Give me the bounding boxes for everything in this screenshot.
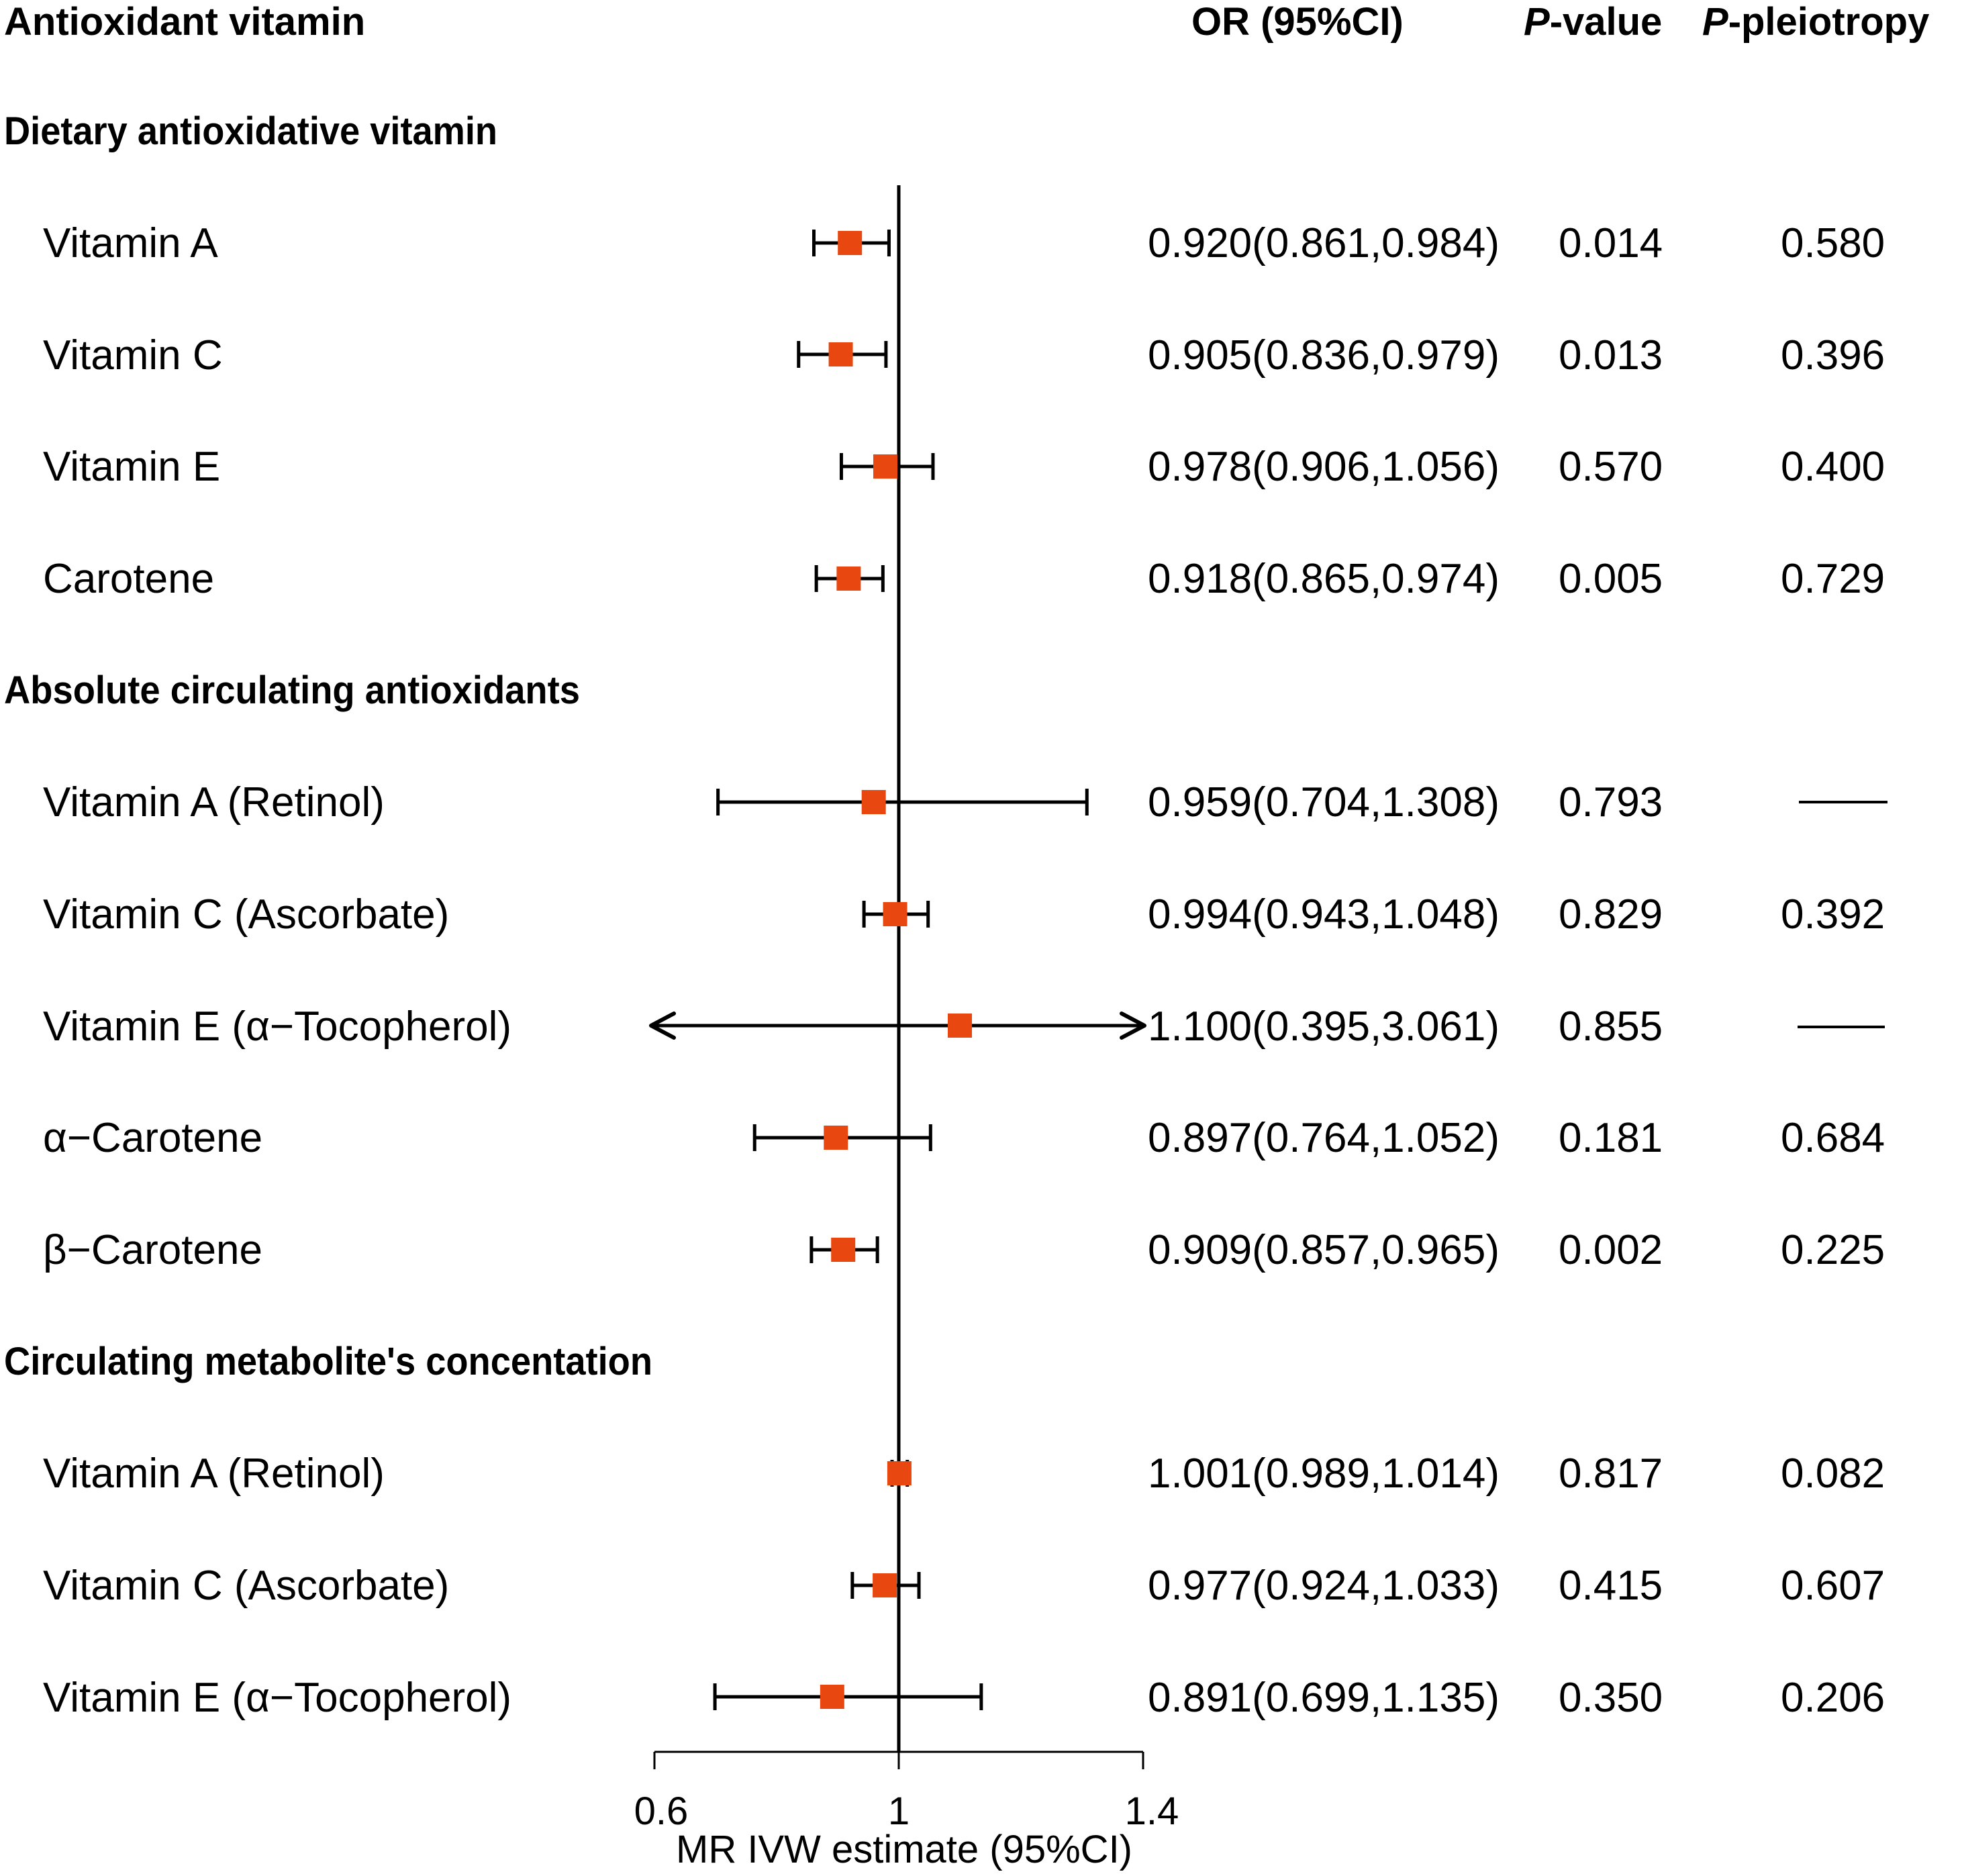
row-p-value: 0.014 — [1559, 220, 1663, 266]
row-or-text: 0.978(0.906,1.056) — [1148, 444, 1500, 490]
or-point-marker — [831, 1238, 856, 1262]
row-p-pleiotropy: 0.392 — [1781, 891, 1885, 938]
row-p-value: 0.181 — [1559, 1115, 1663, 1161]
row-p-value: 0.817 — [1559, 1450, 1663, 1497]
row-label: Vitamin A (Retinol) — [43, 779, 385, 826]
or-point-marker — [873, 1573, 897, 1597]
header-p-value-italic: P — [1524, 0, 1550, 44]
or-point-marker — [948, 1014, 972, 1038]
row-label: β−Carotene — [43, 1227, 262, 1273]
x-tick-label-1.4: 1.4 — [1125, 1789, 1179, 1833]
header-antioxidant-vitamin: Antioxidant vitamin — [4, 0, 365, 44]
or-point-marker — [828, 342, 853, 366]
row-or-text: 0.920(0.861,0.984) — [1148, 220, 1500, 266]
header-p-pleiotropy: P-pleiotropy — [1702, 0, 1929, 44]
row-or-text: 0.909(0.857,0.965) — [1148, 1227, 1500, 1273]
row-p-value: 0.002 — [1559, 1227, 1663, 1273]
row-label: Vitamin E — [43, 444, 220, 490]
row-or-text: 1.100(0.395,3.061) — [1148, 1003, 1500, 1050]
row-p-value: 0.350 — [1559, 1675, 1663, 1721]
or-point-marker — [838, 231, 863, 255]
row-or-text: 0.897(0.764,1.052) — [1148, 1115, 1500, 1161]
row-label: Vitamin C (Ascorbate) — [43, 891, 449, 938]
x-axis-title: MR IVW estimate (95%CI) — [676, 1828, 1132, 1871]
row-p-pleiotropy: 0.580 — [1781, 220, 1885, 266]
x-tick-label-1: 1 — [888, 1789, 910, 1833]
ci-arrow-right — [1120, 1011, 1146, 1040]
or-point-marker — [824, 1126, 848, 1150]
row-p-value: 0.570 — [1559, 444, 1663, 490]
row-p-value: 0.415 — [1559, 1563, 1663, 1609]
row-p-pleiotropy: 0.400 — [1781, 444, 1885, 490]
row-p-pleiotropy: 0.082 — [1781, 1450, 1885, 1497]
or-point-marker — [861, 790, 886, 814]
row-label: Vitamin E (α−Tocopherol) — [43, 1003, 511, 1050]
row-label: Vitamin C (Ascorbate) — [43, 1563, 449, 1609]
row-p-value: 0.855 — [1559, 1003, 1663, 1050]
row-p-value: 0.793 — [1559, 779, 1663, 826]
header-p-pleiotropy-rest: -pleiotropy — [1728, 0, 1930, 44]
or-point-marker — [836, 566, 861, 591]
row-p-pleiotropy: 0.206 — [1781, 1675, 1885, 1721]
or-point-marker — [820, 1685, 844, 1709]
row-or-text: 0.905(0.836,0.979) — [1148, 332, 1500, 379]
row-or-text: 0.918(0.865,0.974) — [1148, 556, 1500, 602]
row-p-pleiotropy: 0.225 — [1781, 1227, 1885, 1273]
row-or-text: 0.891(0.699,1.135) — [1148, 1675, 1500, 1721]
or-point-marker — [883, 902, 908, 926]
row-label: Vitamin E (α−Tocopherol) — [43, 1675, 511, 1721]
header-p-pleiotropy-italic: P — [1702, 0, 1728, 44]
row-p-value: 0.013 — [1559, 332, 1663, 379]
group-title-absolute: Absolute circulating antioxidants — [4, 669, 580, 712]
ci-arrow-left — [649, 1011, 676, 1040]
row-label: Vitamin A — [43, 220, 218, 266]
row-or-text: 0.959(0.704,1.308) — [1148, 779, 1500, 826]
row-or-text: 0.977(0.924,1.033) — [1148, 1563, 1500, 1609]
header-p-value-rest: -value — [1550, 0, 1663, 44]
x-tick-label-0.6: 0.6 — [634, 1789, 689, 1833]
ci-marks — [649, 230, 1146, 1710]
header-or-ci: OR (95%CI) — [1191, 0, 1404, 44]
row-p-value: 0.005 — [1559, 556, 1663, 602]
row-p-pleiotropy: 0.396 — [1781, 332, 1885, 379]
header-p-value: P-value — [1524, 0, 1662, 44]
or-point-marker — [873, 454, 897, 479]
row-label: Vitamin C — [43, 332, 223, 379]
row-p-pleiotropy: 0.729 — [1781, 556, 1885, 602]
row-label: Vitamin A (Retinol) — [43, 1450, 385, 1497]
or-point-marker — [887, 1461, 912, 1485]
row-label: α−Carotene — [43, 1115, 262, 1161]
row-label: Carotene — [43, 556, 214, 602]
group-title-metabolite: Circulating metabolite's concentation — [4, 1340, 652, 1383]
row-p-pleiotropy: 0.684 — [1781, 1115, 1885, 1161]
group-title-dietary: Dietary antioxidative vitamin — [4, 109, 497, 153]
row-or-text: 1.001(0.989,1.014) — [1148, 1450, 1500, 1497]
row-p-pleiotropy: 0.607 — [1781, 1563, 1885, 1609]
row-p-value: 0.829 — [1559, 891, 1663, 938]
row-or-text: 0.994(0.943,1.048) — [1148, 891, 1500, 938]
